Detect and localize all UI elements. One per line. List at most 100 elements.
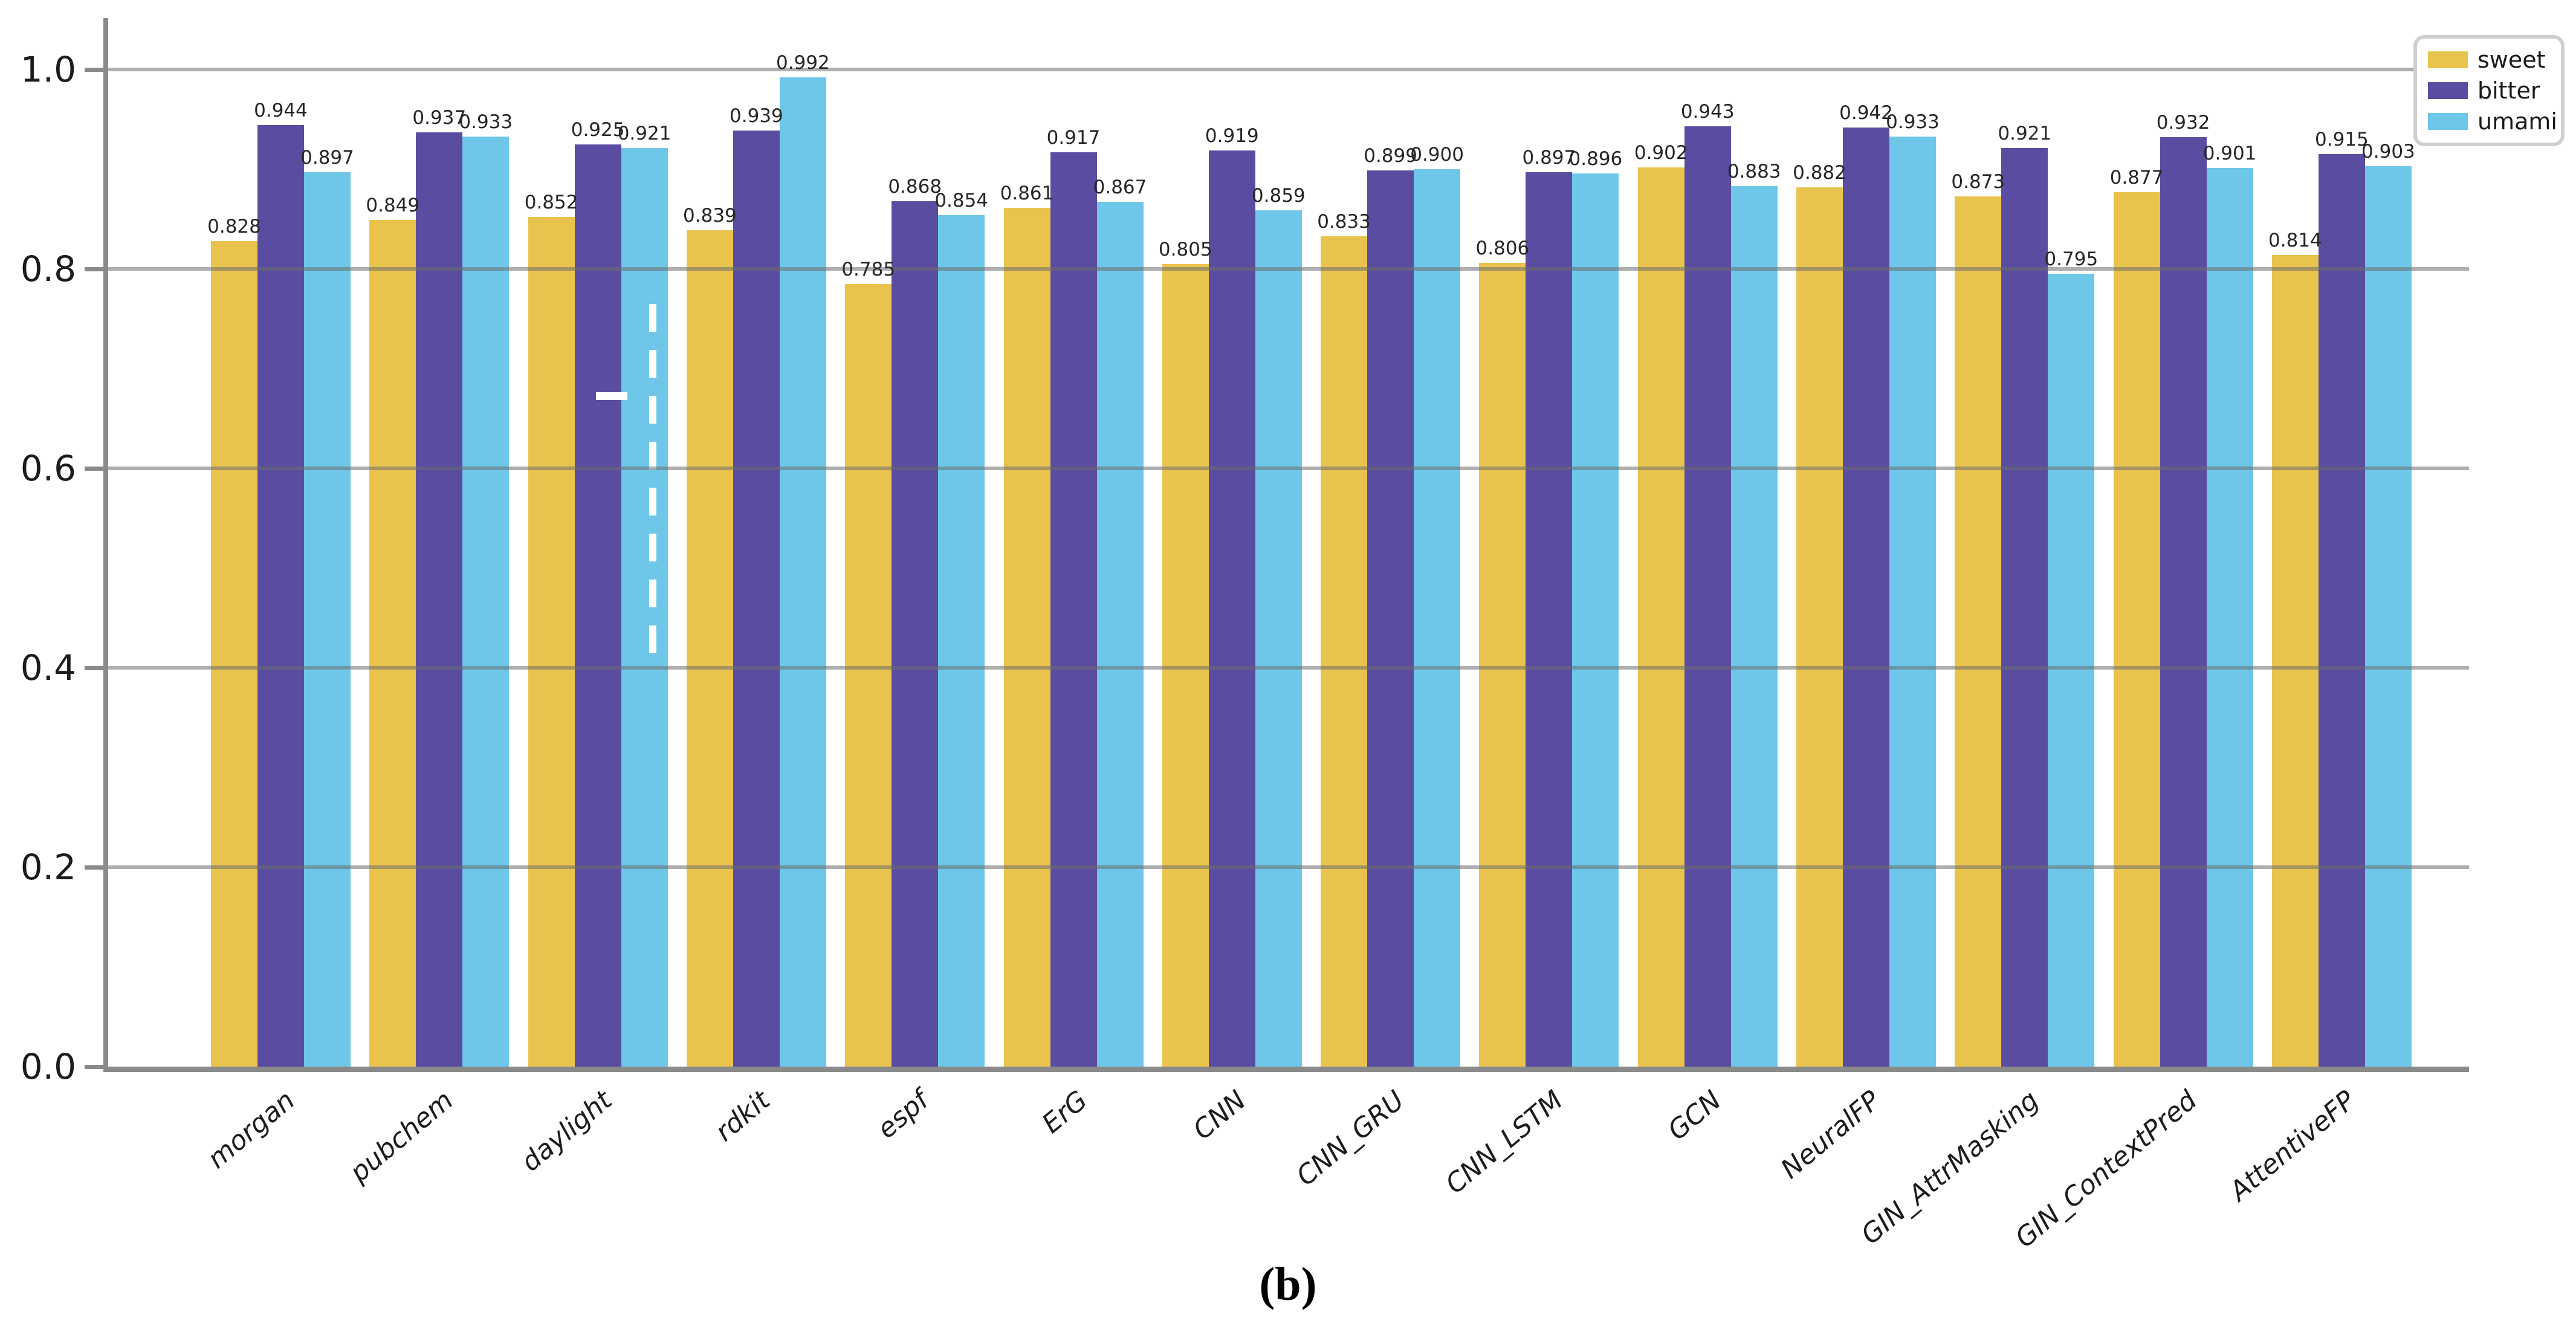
y-tick-label-0.0: 0.0 bbox=[20, 1046, 76, 1087]
legend-label-umami: umami bbox=[2477, 108, 2557, 135]
bar-umami-GIN_AttrMasking bbox=[2048, 274, 2095, 1070]
bar-value-umami-CNN_LSTM: 0.896 bbox=[1568, 147, 1623, 170]
bar-bitter-GIN_ContextPred bbox=[2160, 137, 2207, 1070]
bar-umami-daylight bbox=[621, 148, 668, 1070]
bar-value-bitter-daylight: 0.925 bbox=[571, 118, 625, 141]
legend-item-bitter: bitter bbox=[2428, 78, 2550, 103]
bar-sweet-GCN bbox=[1637, 167, 1684, 1070]
x-tick-label-rdkit: rdkit bbox=[710, 1085, 777, 1148]
legend: sweet bitter umami bbox=[2413, 35, 2565, 146]
bar-bitter-GIN_AttrMasking bbox=[2001, 148, 2048, 1070]
bar-value-umami-CNN: 0.859 bbox=[1251, 184, 1306, 207]
bar-sweet-NeuralFP bbox=[1796, 187, 1843, 1070]
x-tick-label-GCN: GCN bbox=[1662, 1085, 1727, 1146]
white-dash-artifact bbox=[596, 392, 627, 400]
x-axis-spine bbox=[103, 1067, 2469, 1072]
bar-value-bitter-GIN_AttrMasking: 0.921 bbox=[1998, 123, 2052, 145]
legend-label-sweet: sweet bbox=[2477, 47, 2546, 73]
bar-bitter-CNN_LSTM bbox=[1526, 172, 1573, 1070]
x-tick-label-espf: espf bbox=[872, 1085, 935, 1145]
bar-value-umami-GIN_AttrMasking: 0.795 bbox=[2044, 248, 2099, 271]
bar-sweet-ErG bbox=[1003, 208, 1050, 1070]
bar-value-sweet-GCN: 0.902 bbox=[1634, 141, 1688, 164]
gridline-y-0.6 bbox=[105, 467, 2469, 470]
bar-bitter-GCN bbox=[1684, 126, 1731, 1070]
bar-umami-morgan bbox=[304, 172, 351, 1070]
x-tick-label-CNN_GRU: CNN_GRU bbox=[1290, 1085, 1411, 1192]
bar-sweet-GIN_AttrMasking bbox=[1955, 196, 2002, 1070]
legend-label-bitter: bitter bbox=[2477, 77, 2540, 104]
bar-value-sweet-AttentiveFP: 0.814 bbox=[2268, 229, 2322, 251]
bar-bitter-AttentiveFP bbox=[2318, 154, 2365, 1070]
bar-sweet-GIN_ContextPred bbox=[2113, 192, 2160, 1070]
bar-value-sweet-CNN_LSTM: 0.806 bbox=[1475, 237, 1530, 260]
bar-value-sweet-daylight: 0.852 bbox=[524, 192, 578, 214]
bar-value-umami-CNN_GRU: 0.900 bbox=[1410, 144, 1464, 166]
gridline-y-0.4 bbox=[105, 666, 2469, 670]
y-tick-0.6 bbox=[85, 467, 105, 471]
bar-value-umami-morgan: 0.897 bbox=[300, 146, 354, 169]
bar-value-sweet-ErG: 0.861 bbox=[1000, 183, 1054, 205]
bar-value-sweet-CNN_GRU: 0.833 bbox=[1317, 210, 1371, 233]
bar-sweet-CNN_GRU bbox=[1321, 236, 1368, 1070]
bar-value-sweet-espf: 0.785 bbox=[841, 258, 896, 280]
bar-umami-GCN bbox=[1730, 186, 1778, 1070]
y-tick-label-0.6: 0.6 bbox=[20, 448, 76, 489]
bar-sweet-pubchem bbox=[369, 220, 416, 1070]
bar-umami-GIN_ContextPred bbox=[2206, 168, 2253, 1070]
bar-umami-ErG bbox=[1096, 202, 1144, 1070]
bar-value-bitter-GIN_ContextPred: 0.932 bbox=[2156, 112, 2210, 134]
x-tick-label-morgan: morgan bbox=[201, 1085, 301, 1175]
bar-value-bitter-CNN: 0.919 bbox=[1205, 124, 1259, 147]
bar-bitter-NeuralFP bbox=[1843, 127, 1889, 1070]
x-tick-label-CNN_LSTM: CNN_LSTM bbox=[1440, 1085, 1569, 1200]
bar-value-umami-NeuralFP: 0.933 bbox=[1886, 111, 1940, 133]
legend-swatch-sweet bbox=[2428, 51, 2468, 68]
legend-swatch-bitter bbox=[2428, 82, 2468, 99]
bar-bitter-daylight bbox=[574, 144, 621, 1070]
bar-bitter-morgan bbox=[257, 125, 304, 1070]
x-tick-label-ErG: ErG bbox=[1036, 1085, 1093, 1140]
y-tick-1.0 bbox=[85, 68, 105, 72]
y-tick-label-0.8: 0.8 bbox=[20, 248, 76, 289]
bar-value-sweet-GIN_ContextPred: 0.877 bbox=[2109, 166, 2164, 189]
bar-umami-rdkit bbox=[779, 77, 826, 1070]
x-tick-label-daylight: daylight bbox=[515, 1085, 618, 1178]
x-tick-label-CNN: CNN bbox=[1187, 1085, 1252, 1146]
bar-value-bitter-CNN_LSTM: 0.897 bbox=[1522, 146, 1576, 169]
bar-bitter-rdkit bbox=[733, 130, 780, 1070]
y-tick-label-0.4: 0.4 bbox=[20, 647, 76, 688]
bar-umami-NeuralFP bbox=[1889, 136, 1936, 1070]
bar-value-bitter-rdkit: 0.939 bbox=[730, 105, 783, 127]
x-tick-label-pubchem: pubchem bbox=[344, 1085, 459, 1189]
bar-sweet-morgan bbox=[211, 241, 257, 1070]
bar-sweet-rdkit bbox=[686, 230, 733, 1070]
bar-value-umami-GCN: 0.883 bbox=[1727, 161, 1781, 183]
figure-caption: (b) bbox=[1259, 1258, 1317, 1310]
bar-value-bitter-morgan: 0.944 bbox=[254, 100, 308, 122]
x-tick-label-NeuralFP: NeuralFP bbox=[1775, 1085, 1886, 1185]
y-axis-spine bbox=[103, 18, 108, 1072]
bar-sweet-daylight bbox=[528, 217, 575, 1070]
bar-value-bitter-espf: 0.868 bbox=[888, 175, 942, 198]
bar-bitter-pubchem bbox=[416, 132, 463, 1070]
bar-value-sweet-NeuralFP: 0.882 bbox=[1793, 161, 1846, 184]
bar-value-umami-espf: 0.854 bbox=[934, 189, 989, 212]
bar-value-umami-daylight: 0.921 bbox=[617, 123, 672, 145]
gridline-y-0.2 bbox=[105, 865, 2469, 869]
bar-sweet-AttentiveFP bbox=[2271, 254, 2319, 1070]
bar-bitter-ErG bbox=[1050, 152, 1097, 1070]
y-tick-0.4 bbox=[85, 666, 105, 670]
legend-item-umami: umami bbox=[2428, 109, 2557, 134]
bar-bitter-CNN_GRU bbox=[1367, 170, 1414, 1070]
bar-value-umami-rdkit: 0.992 bbox=[776, 52, 830, 74]
bar-value-umami-AttentiveFP: 0.903 bbox=[2361, 141, 2415, 163]
bar-umami-pubchem bbox=[462, 136, 510, 1070]
gridline-y-1.0 bbox=[105, 68, 2469, 71]
legend-swatch-umami bbox=[2428, 113, 2468, 130]
y-tick-label-1.0: 1.0 bbox=[20, 49, 76, 90]
bar-umami-CNN_GRU bbox=[1414, 169, 1461, 1070]
bar-value-umami-GIN_ContextPred: 0.901 bbox=[2202, 143, 2257, 165]
